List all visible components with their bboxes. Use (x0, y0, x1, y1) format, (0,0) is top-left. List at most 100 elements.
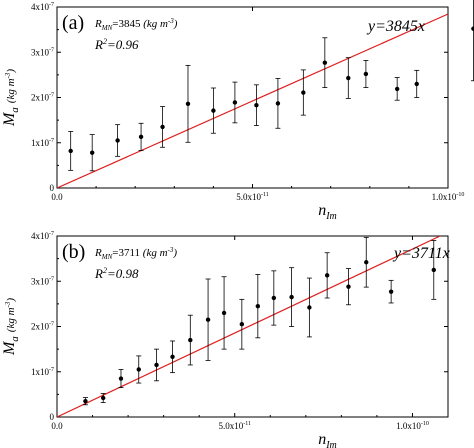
data-point (324, 252, 330, 299)
data-point (345, 268, 351, 306)
y-tick-label: 3x10-7 (31, 276, 54, 286)
point-marker (221, 310, 227, 316)
data-point (363, 236, 369, 288)
data-point (115, 124, 121, 157)
r2-exp: 2 (103, 37, 107, 46)
point-marker (322, 60, 328, 65)
y-tick-label-text: 4x10 (31, 231, 50, 241)
x-tick-label: 0.0 (51, 192, 63, 202)
y-tick-label: 1x10-7 (31, 367, 54, 377)
rmn-unit-exp: -3 (168, 17, 174, 25)
y-tick-label: 3x10-7 (31, 47, 54, 57)
point-marker (232, 100, 238, 105)
panel-label: (b) (62, 241, 85, 263)
point-marker (118, 376, 124, 381)
point-marker (301, 90, 306, 95)
y-tick-label-text: 2x10 (31, 322, 50, 332)
fit-line (57, 13, 448, 188)
rmn-value: =3845 (112, 18, 141, 30)
y-axis-label-main: M (1, 111, 18, 127)
data-point (363, 59, 369, 88)
rmn-prefix: R (94, 247, 102, 259)
x-axis-label-main: n (318, 202, 326, 219)
point-marker (89, 150, 95, 155)
data-point (394, 77, 400, 101)
y-axis-label-unit: (kg m (5, 307, 17, 332)
y-tick-label-text: 0 (50, 412, 55, 422)
point-marker (346, 75, 351, 81)
data-point (205, 278, 211, 361)
y-tick-label: 4x10-7 (31, 2, 54, 12)
rmn-annotation: RMN=3845 (kg m-3) (94, 17, 178, 32)
y-tick-label-exp: -7 (49, 367, 54, 373)
point-marker (138, 134, 144, 140)
y-tick-label-exp: -7 (49, 138, 54, 144)
x-tick-label-text: 5.0x10 (236, 192, 261, 202)
data-point (185, 64, 191, 143)
data-point (255, 274, 261, 339)
data-point (271, 270, 277, 326)
y-tick-label: 1x10-7 (31, 138, 54, 148)
point-marker (271, 295, 277, 301)
y-axis-label-unit-close: ) (5, 69, 17, 74)
data-point (253, 84, 259, 126)
point-marker (346, 284, 351, 289)
r2-annotation: R2=0.98 (94, 266, 139, 281)
y-tick-label-exp: -7 (49, 322, 54, 328)
point-marker (211, 108, 216, 113)
y-axis-label-unit-exp: -3 (4, 301, 12, 307)
y-tick-label-text: 0 (50, 183, 55, 193)
point-marker (307, 305, 312, 310)
x-tick-label-text: 0.0 (51, 192, 63, 202)
y-axis-label-unit-exp: -3 (4, 72, 12, 78)
data-point (68, 131, 74, 171)
data-point (100, 393, 106, 403)
chart-panel-a: 0.0 5.0x10-11 1.0x10-1001x10-72x10-73x10-7… (1, 0, 474, 222)
data-point (388, 279, 394, 304)
data-point (154, 348, 160, 382)
rmn-unit: (kg m (143, 247, 168, 259)
point-marker (160, 124, 165, 130)
rmn-prefix: R (94, 18, 102, 30)
data-point (89, 134, 95, 172)
x-axis-label-main: n (318, 431, 326, 448)
y-tick-label-exp: -7 (49, 276, 54, 282)
x-tick-label: 0.0 (51, 421, 63, 431)
point-marker (170, 354, 175, 360)
point-marker (205, 317, 211, 322)
y-tick-label-exp: -7 (49, 93, 54, 99)
rmn-unit-exp: -3 (168, 246, 174, 254)
x-axis-label-sub: Im (325, 211, 337, 222)
chart-panel-b: 0.0 5.0x10-11 1.0x10-1001x10-72x10-73x10-7… (1, 231, 450, 448)
x-axis-label: nIm (318, 202, 337, 222)
r2-annotation: R2=0.96 (94, 37, 139, 52)
x-axis-label: nIm (318, 431, 337, 448)
rmn-sub: MN (101, 24, 113, 32)
x-tick-label-exp: -11 (261, 192, 269, 198)
point-marker (471, 26, 474, 31)
data-point (431, 240, 437, 300)
rmn-sub: MN (101, 253, 113, 261)
point-marker (414, 81, 419, 87)
point-marker (289, 294, 294, 300)
y-axis-label: Ma (kg m-3) (1, 298, 21, 356)
r2-value: =0.98 (107, 266, 139, 281)
y-tick-label-text: 4x10 (31, 2, 50, 12)
data-point (470, 0, 474, 82)
point-marker (136, 367, 141, 372)
x-tick-label-text: 1.0x10 (432, 192, 457, 202)
y-axis-label-unit-close: ) (5, 298, 17, 303)
x-tick-label-exp: -10 (456, 192, 464, 198)
data-point (187, 314, 193, 366)
point-marker (154, 362, 159, 368)
data-point (306, 277, 312, 338)
fit-equation-label: y=3845x (366, 18, 425, 35)
r2-prefix: R (94, 37, 103, 52)
y-axis-label-sub: a (9, 107, 21, 113)
x-tick-label: 1.0x10-10 (432, 192, 465, 202)
y-axis-label: Ma (kg m-3) (1, 69, 21, 127)
point-marker (254, 102, 259, 108)
data-point (275, 78, 281, 129)
data-point (322, 37, 328, 88)
